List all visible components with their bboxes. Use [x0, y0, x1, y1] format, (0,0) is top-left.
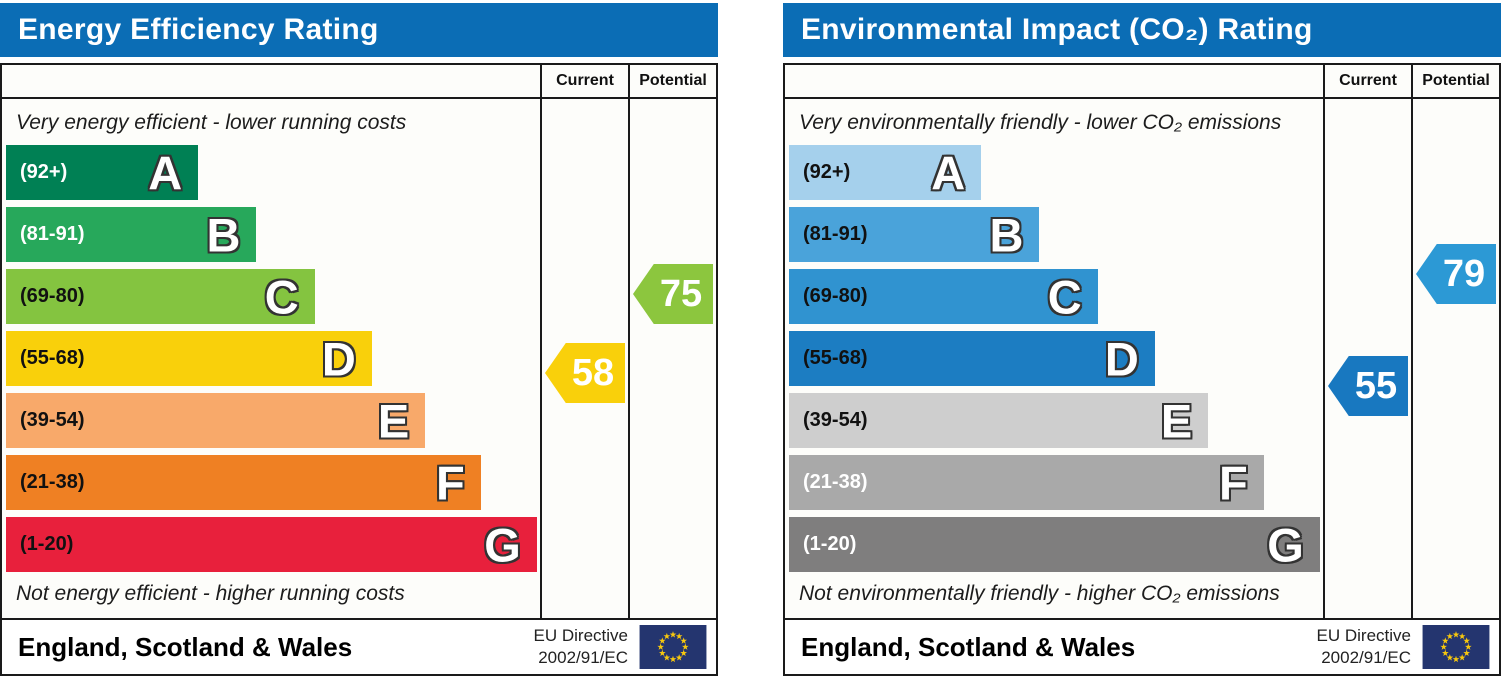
band-range-label: (55-68) [803, 347, 868, 369]
rating-band-e: (39-54) E [789, 393, 1209, 448]
region-label: England, Scotland & Wales [18, 631, 353, 662]
current-column-header: Current [1323, 65, 1411, 97]
rating-scale: (92+) A (81-91) B (69-80) C (55-68) D (39-54) E (2… [6, 145, 540, 572]
band-range-label: (39-54) [20, 409, 85, 431]
top-note: Very environmentally friendly - lower CO… [799, 111, 1282, 134]
eu-directive-line1: EU Directive [1316, 625, 1411, 645]
rating-band-c: (69-80) C [6, 269, 315, 324]
band-letter: A [931, 146, 966, 199]
current-rating-marker: 58 [545, 343, 625, 403]
rating-scale: (92+) A (81-91) B (69-80) C (55-68) D (39-54) E (2… [789, 145, 1323, 572]
energy-efficiency-title-bar: Energy Efficiency Rating [0, 3, 718, 57]
band-range-label: (55-68) [20, 347, 85, 369]
band-letter: C [1047, 270, 1082, 323]
eu-directive-line1: EU Directive [533, 625, 628, 645]
environmental-impact-title-bar: Environmental Impact (CO₂) Rating [783, 3, 1501, 57]
current-column-header: Current [540, 65, 628, 97]
potential-rating-marker: 79 [1416, 244, 1496, 304]
band-letter: A [148, 146, 183, 199]
energy-efficiency-panel: Energy Efficiency Rating Current Potenti… [0, 3, 718, 676]
panel-title-text: Environmental Impact (CO₂) Rating [801, 13, 1313, 46]
header-spacer [2, 65, 540, 97]
band-letter: F [1219, 456, 1248, 509]
table-footer-row: England, Scotland & Wales EU Directive 2… [2, 618, 716, 674]
band-letter: E [1160, 394, 1193, 447]
band-range-label: (69-80) [803, 285, 868, 307]
eu-directive-label: EU Directive 2002/91/EC [1317, 625, 1411, 669]
rating-band-b: (81-91) B [789, 207, 1040, 262]
band-letter: D [321, 332, 356, 385]
band-letter: G [1267, 518, 1304, 571]
rating-scale-cell: Very energy efficient - lower running co… [2, 99, 540, 618]
region-label: England, Scotland & Wales [801, 631, 1136, 662]
rating-body-row: Very energy efficient - lower running co… [2, 99, 716, 618]
environmental-impact-panel: Environmental Impact (CO₂) Rating Curren… [783, 3, 1501, 676]
eu-flag-icon [1422, 625, 1490, 669]
rating-band-d: (55-68) D [6, 331, 372, 386]
eu-directive-line2: 2002/91/EC [1321, 648, 1411, 667]
band-range-label: (81-91) [803, 223, 868, 245]
band-letter: G [484, 518, 521, 571]
potential-column-header: Potential [628, 65, 716, 97]
current-column: 55 [1323, 99, 1411, 618]
current-column: 58 [540, 99, 628, 618]
band-range-label: (81-91) [20, 223, 85, 245]
rating-band-a: (92+) A [789, 145, 982, 200]
potential-rating-value: 75 [659, 272, 703, 315]
potential-column: 75 [628, 99, 716, 618]
energy-efficiency-table: Current Potential Very energy efficient … [0, 63, 718, 676]
band-range-label: (92+) [20, 161, 68, 183]
band-letter: E [377, 394, 410, 447]
table-header-row: Current Potential [2, 65, 716, 99]
band-letter: B [206, 208, 241, 261]
rating-band-f: (21-38) F [6, 455, 481, 510]
table-footer-row: England, Scotland & Wales EU Directive 2… [785, 618, 1499, 674]
potential-column: 79 [1411, 99, 1499, 618]
table-header-row: Current Potential [785, 65, 1499, 99]
current-rating-marker: 55 [1328, 356, 1408, 416]
band-range-label: (21-38) [803, 471, 868, 493]
band-letter: F [436, 456, 465, 509]
rating-band-a: (92+) A [6, 145, 199, 200]
rating-scale-cell: Very environmentally friendly - lower CO… [785, 99, 1323, 618]
eu-directive-line2: 2002/91/EC [538, 648, 628, 667]
bottom-note: Not energy efficient - higher running co… [16, 582, 405, 605]
rating-band-e: (39-54) E [6, 393, 426, 448]
rating-band-g: (1-20) G [6, 517, 537, 572]
band-letter: C [264, 270, 299, 323]
band-range-label: (21-38) [20, 471, 85, 493]
eu-directive-label: EU Directive 2002/91/EC [534, 625, 628, 669]
bottom-note: Not environmentally friendly - higher CO… [799, 582, 1280, 605]
rating-band-b: (81-91) B [6, 207, 257, 262]
current-rating-value: 55 [1354, 364, 1398, 407]
potential-rating-value: 79 [1442, 252, 1486, 295]
current-rating-value: 58 [571, 351, 615, 394]
panel-title-text: Energy Efficiency Rating [18, 13, 379, 46]
band-range-label: (1-20) [20, 533, 74, 555]
rating-band-c: (69-80) C [789, 269, 1098, 324]
band-range-label: (39-54) [803, 409, 868, 431]
rating-band-d: (55-68) D [789, 331, 1155, 386]
band-letter: D [1104, 332, 1139, 385]
top-note: Very energy efficient - lower running co… [16, 111, 407, 134]
environmental-impact-table: Current Potential Very environmentally f… [783, 63, 1501, 676]
rating-body-row: Very environmentally friendly - lower CO… [785, 99, 1499, 618]
rating-band-g: (1-20) G [789, 517, 1320, 572]
header-spacer [785, 65, 1323, 97]
band-range-label: (69-80) [20, 285, 85, 307]
eu-flag-icon [639, 625, 707, 669]
band-range-label: (1-20) [803, 533, 857, 555]
rating-band-f: (21-38) F [789, 455, 1264, 510]
band-range-label: (92+) [803, 161, 851, 183]
potential-column-header: Potential [1411, 65, 1499, 97]
potential-rating-marker: 75 [633, 264, 713, 324]
band-letter: B [989, 208, 1024, 261]
